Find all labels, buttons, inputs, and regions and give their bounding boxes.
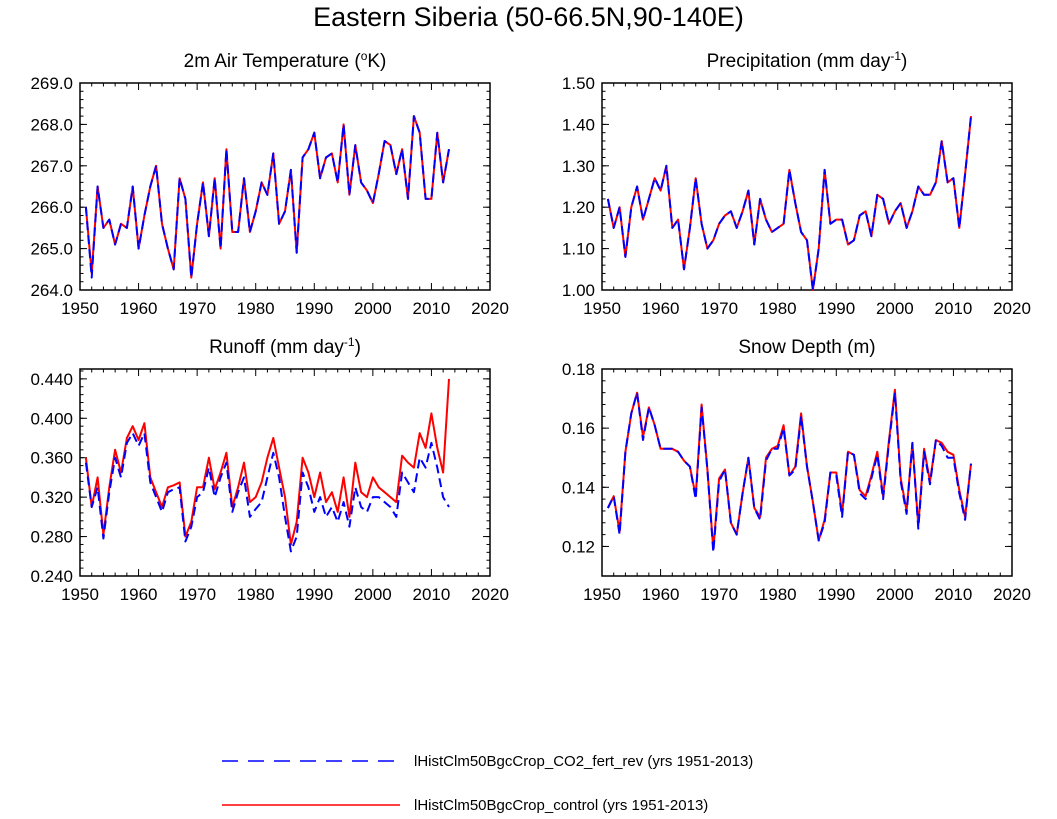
series-line-control — [607, 388, 972, 551]
plot-frame — [601, 82, 1013, 291]
x-tick-label: 1960 — [642, 585, 680, 604]
x-tick-label: 1970 — [700, 585, 738, 604]
y-tick-label: 0.18 — [562, 360, 595, 379]
y-tick-label: 0.240 — [30, 567, 73, 586]
y-tick-label: 266.0 — [30, 198, 73, 217]
y-tick-label: 1.10 — [562, 240, 595, 259]
x-tick-label: 1950 — [583, 585, 621, 604]
panel-title-runoff: Runoff (mm day-1) — [209, 335, 361, 358]
x-tick-label: 1950 — [61, 585, 99, 604]
x-tick-label: 1950 — [583, 299, 621, 318]
series-line-control — [84, 115, 450, 279]
x-tick-label: 1960 — [120, 585, 158, 604]
panel-runoff: Runoff (mm day-1) 1950 1960 1970 1980 1990 200… — [30, 335, 508, 604]
y-tick-label: 1.20 — [562, 198, 595, 217]
x-tick-label: 1990 — [817, 299, 855, 318]
y-tick-label: 265.0 — [30, 240, 73, 259]
x-tick-label: 1950 — [61, 299, 99, 318]
series-line-co2-fert-rev — [607, 391, 972, 554]
x-tick-label: 2020 — [471, 585, 509, 604]
y-tick-label: 0.400 — [30, 409, 73, 428]
y-tick-label: 0.360 — [30, 449, 73, 468]
panel-title-snow-depth: Snow Depth (m) — [738, 337, 875, 358]
y-tick-label: 0.14 — [562, 478, 595, 497]
x-tick-label: 2000 — [354, 585, 392, 604]
series-line-co2-fert-rev — [84, 432, 450, 553]
y-tick-label: 1.00 — [562, 281, 595, 300]
y-tick-label: 1.30 — [562, 157, 595, 176]
x-tick-label: 2000 — [876, 585, 914, 604]
x-tick-label: 2010 — [413, 299, 451, 318]
x-tick-label: 1980 — [759, 299, 797, 318]
x-tick-label: 2010 — [413, 585, 451, 604]
x-tick-label: 2020 — [993, 585, 1031, 604]
x-tick-label: 1990 — [295, 585, 333, 604]
y-tick-label: 0.16 — [562, 419, 595, 438]
y-tick-label: 0.280 — [30, 528, 73, 547]
x-tick-label: 2020 — [471, 299, 509, 318]
x-tick-label: 1970 — [178, 585, 216, 604]
x-tick-label: 2010 — [935, 585, 973, 604]
y-tick-label: 269.0 — [30, 74, 73, 93]
series-line-control — [84, 378, 450, 546]
legend-label-control: lHistClm50BgcCrop_control (yrs 1951-2013… — [414, 797, 708, 814]
x-tick-label: 1990 — [817, 585, 855, 604]
panel-precipitation: Precipitation (mm day-1) 1950 1960 1970 1980… — [562, 49, 1031, 318]
x-tick-label: 1970 — [178, 299, 216, 318]
panel-snow-depth: Snow Depth (m) 1950 1960 1970 1980 1990 2000 20… — [562, 337, 1031, 604]
x-tick-label: 1990 — [295, 299, 333, 318]
y-tick-label: 0.12 — [562, 537, 595, 556]
series-line-co2-fert-rev — [606, 115, 972, 291]
y-tick-label: 267.0 — [30, 157, 73, 176]
plot-frame — [79, 82, 491, 291]
y-tick-label: 1.50 — [562, 74, 595, 93]
panel-title-precipitation: Precipitation (mm day-1) — [707, 49, 908, 72]
plot-frame — [601, 368, 1013, 577]
series-line-co2-fert-rev — [84, 115, 450, 279]
y-tick-label: 264.0 — [30, 281, 73, 300]
x-tick-label: 1980 — [237, 299, 275, 318]
x-tick-label: 2000 — [876, 299, 914, 318]
panel-temperature: 2m Air Temperature (oK) 1950 1960 1970 1980 1… — [30, 49, 508, 318]
figure-title: Eastern Siberia (50-66.5N,90-140E) — [313, 2, 744, 32]
y-tick-label: 0.320 — [30, 488, 73, 507]
x-tick-label: 1980 — [237, 585, 275, 604]
panel-title-temperature: 2m Air Temperature (oK) — [184, 49, 387, 72]
y-tick-label: 1.40 — [562, 115, 595, 134]
y-tick-label: 268.0 — [30, 115, 73, 134]
x-tick-label: 1960 — [120, 299, 158, 318]
x-tick-label: 1960 — [642, 299, 680, 318]
x-tick-label: 2020 — [993, 299, 1031, 318]
plot-frame — [79, 368, 491, 577]
legend-label-co2-fert-rev: lHistClm50BgcCrop_CO2_fert_rev (yrs 1951… — [414, 753, 753, 770]
x-tick-label: 2000 — [354, 299, 392, 318]
legend: lHistClm50BgcCrop_CO2_fert_rev (yrs 1951… — [222, 753, 753, 814]
x-tick-label: 1980 — [759, 585, 797, 604]
y-tick-label: 0.440 — [30, 370, 73, 389]
series-line-control — [606, 115, 972, 291]
x-tick-label: 1970 — [700, 299, 738, 318]
x-tick-label: 2010 — [935, 299, 973, 318]
